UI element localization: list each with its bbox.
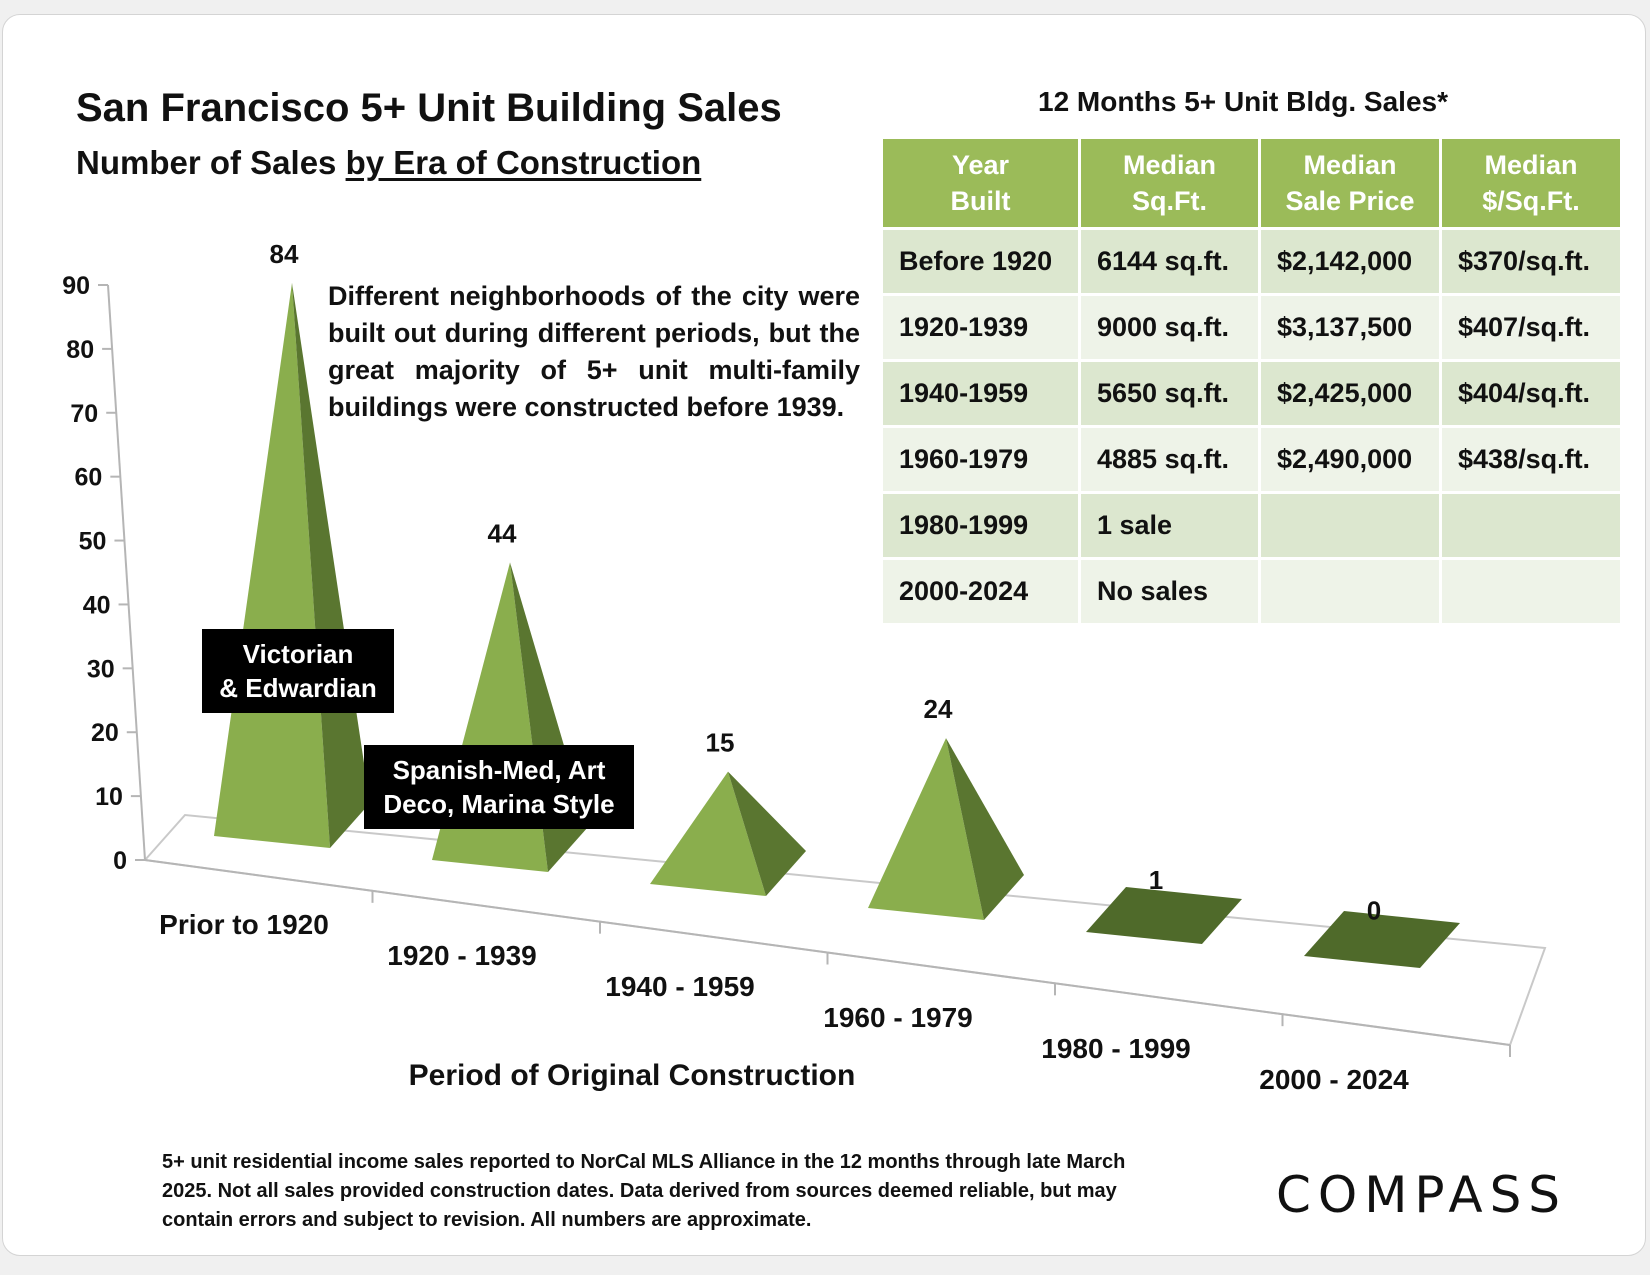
x-category-label: Prior to 1920 (159, 909, 329, 940)
bar-4 (1086, 887, 1242, 944)
bar-3 (868, 738, 984, 920)
subtitle-prefix: Number of Sales (76, 144, 346, 181)
y-tick-label: 80 (66, 336, 94, 364)
table-cell (1258, 557, 1442, 626)
x-category-label: 2000 - 2024 (1259, 1064, 1409, 1095)
data-label: 24 (924, 694, 953, 724)
table-cell (1439, 491, 1623, 560)
x-axis-title: Period of Original Construction (409, 1059, 856, 1092)
data-label: 0 (1367, 896, 1381, 926)
y-tick-label: 50 (79, 528, 107, 556)
compass-logo: COMPASS (1276, 1166, 1567, 1224)
callout-line: & Edwardian (219, 673, 377, 703)
table-cell: 1980-1999 (880, 491, 1081, 560)
table-row: 1920-1939 9000 sq.ft. $3,137,500 $407/sq… (880, 293, 1623, 362)
x-category-label: 1920 - 1939 (387, 940, 536, 971)
table-cell: $407/sq.ft. (1439, 293, 1623, 362)
y-tick-label: 70 (70, 400, 98, 428)
table-cell (1439, 557, 1623, 626)
table-cell: 4885 sq.ft. (1078, 425, 1261, 494)
table-cell: 1940-1959 (880, 359, 1081, 428)
x-category-label: 1980 - 1999 (1041, 1033, 1190, 1064)
table-cell: No sales (1078, 557, 1261, 626)
x-category-label: 1940 - 1959 (605, 971, 754, 1002)
table-cell: 2000-2024 (880, 557, 1081, 626)
table-header-cell: Median Sq.Ft. (1078, 136, 1261, 230)
page-subtitle: Number of Sales by Era of Construction (76, 144, 701, 182)
y-tick-label: 20 (91, 719, 119, 747)
y-axis-line (107, 284, 146, 861)
table-cell: $3,137,500 (1258, 293, 1442, 362)
y-tick-label: 30 (87, 655, 115, 683)
x-category-label: 1960 - 1979 (823, 1002, 972, 1033)
table-cell: $2,425,000 (1258, 359, 1442, 428)
table-header-cell: Year Built (880, 136, 1081, 230)
table-header-cell: Median $/Sq.Ft. (1439, 136, 1623, 230)
footnote: 5+ unit residential income sales reporte… (162, 1151, 1126, 1231)
page-title: San Francisco 5+ Unit Building Sales (76, 86, 782, 130)
table-cell: 5650 sq.ft. (1078, 359, 1261, 428)
table-title: 12 Months 5+ Unit Bldg. Sales* (1038, 86, 1448, 117)
table-row: Before 1920 6144 sq.ft. $2,142,000 $370/… (880, 227, 1623, 296)
y-tick-label: 10 (95, 783, 123, 811)
bar-2 (650, 771, 766, 896)
table-cell: 6144 sq.ft. (1078, 227, 1261, 296)
table-cell: $2,142,000 (1258, 227, 1442, 296)
data-label: 44 (488, 518, 517, 548)
table-cell: $404/sq.ft. (1439, 359, 1623, 428)
y-tick-label: 90 (62, 272, 90, 300)
table-header-cell: Median Sale Price (1258, 136, 1442, 230)
table-cell: 9000 sq.ft. (1078, 293, 1261, 362)
y-tick-label: 40 (83, 591, 111, 619)
table-row: 2000-2024 No sales (880, 557, 1623, 626)
data-label: 84 (270, 239, 299, 269)
table-row: 1940-1959 5650 sq.ft. $2,425,000 $404/sq… (880, 359, 1623, 428)
table-cell: Before 1920 (880, 227, 1081, 296)
table-row: 1960-1979 4885 sq.ft. $2,490,000 $438/sq… (880, 425, 1623, 494)
x-axis-line (144, 859, 1511, 1046)
table-cell: 1960-1979 (880, 425, 1081, 494)
logo-text: COMPASS (1276, 1166, 1568, 1224)
callout-victorian-edwardian: Victorian & Edwardian (202, 629, 394, 713)
data-label: 1 (1149, 865, 1163, 895)
table-row: 1980-1999 1 sale (880, 491, 1623, 560)
table-cell: 1 sale (1078, 491, 1261, 560)
callout-spanish-med-art-deco: Spanish-Med, Art Deco, Marina Style (364, 745, 634, 829)
table-cell: $438/sq.ft. (1439, 425, 1623, 494)
subtitle-emphasis: by Era of Construction (345, 144, 702, 181)
y-tick-label: 0 (113, 847, 127, 875)
callout-line: Spanish-Med, Art (392, 755, 606, 785)
bar-side-3 (946, 738, 1024, 920)
callout-line: Deco, Marina Style (383, 789, 615, 819)
callout-line: Victorian (242, 639, 354, 669)
table-cell: $370/sq.ft. (1439, 227, 1623, 296)
table-header-row: Year Built Median Sq.Ft. Median Sale Price … (880, 136, 1623, 230)
bar-5 (1304, 911, 1460, 968)
table-cell (1258, 491, 1442, 560)
data-label: 15 (706, 728, 735, 758)
intro-text: Different neighborhoods of the city were… (328, 281, 860, 422)
y-tick-label: 60 (75, 464, 103, 492)
table-cell: 1920-1939 (880, 293, 1081, 362)
table-cell: $2,490,000 (1258, 425, 1442, 494)
sales-stats-table: Year Built Median Sq.Ft. Median Sale Price … (880, 136, 1623, 626)
bar-side-2 (728, 771, 806, 896)
